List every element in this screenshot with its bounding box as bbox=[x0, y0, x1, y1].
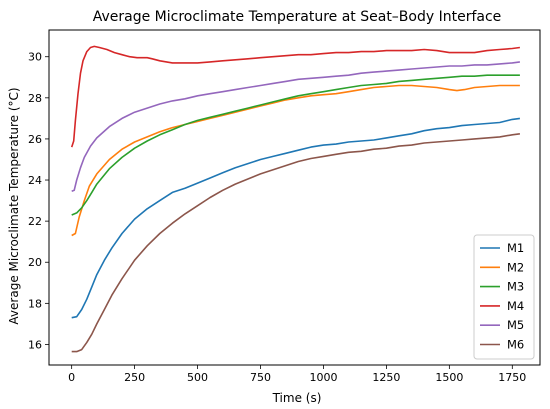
legend-item-m6[interactable]: M6 bbox=[480, 338, 524, 352]
legend-label: M1 bbox=[507, 241, 524, 255]
y-axis: 16 18 20 22 24 26 28 30 bbox=[28, 51, 49, 351]
legend-item-m4[interactable]: M4 bbox=[480, 299, 524, 313]
x-tick-label: 0 bbox=[68, 371, 75, 384]
legend-label: M6 bbox=[507, 338, 524, 352]
legend[interactable]: M1 M2 M3 M4 M5 M6 bbox=[473, 234, 535, 360]
legend-box bbox=[473, 234, 535, 360]
x-tick-label: 1500 bbox=[435, 371, 463, 384]
series-lines bbox=[70, 45, 521, 353]
x-axis-label: Time (s) bbox=[272, 391, 322, 405]
legend-item-m3[interactable]: M3 bbox=[480, 280, 524, 294]
x-tick-label: 500 bbox=[187, 371, 208, 384]
plot-frame bbox=[48, 29, 541, 366]
y-tick-label: 18 bbox=[28, 297, 42, 310]
legend-label: M3 bbox=[507, 280, 524, 294]
x-axis: 0 250 500 750 1000 1250 1500 1750 bbox=[68, 365, 526, 384]
series-line-m1 bbox=[71, 117, 521, 319]
series-line-m5 bbox=[71, 61, 521, 193]
x-tick-label: 1000 bbox=[309, 371, 337, 384]
legend-label: M4 bbox=[507, 299, 524, 313]
x-tick-label: 250 bbox=[124, 371, 145, 384]
series-line-m6 bbox=[71, 133, 521, 353]
series-line-m3 bbox=[71, 74, 520, 216]
y-tick-label: 24 bbox=[28, 174, 42, 187]
series-line-m2 bbox=[71, 84, 520, 237]
y-tick-label: 20 bbox=[28, 256, 42, 269]
legend-item-m5[interactable]: M5 bbox=[480, 318, 524, 332]
y-tick-label: 16 bbox=[28, 338, 42, 351]
x-tick-label: 750 bbox=[250, 371, 271, 384]
legend-item-m1[interactable]: M1 bbox=[480, 241, 524, 255]
x-tick-label: 1750 bbox=[498, 371, 526, 384]
y-tick-label: 28 bbox=[28, 92, 42, 105]
y-axis-label: Average Microclimate Temperature (°C) bbox=[7, 87, 21, 324]
chart-title: Average Microclimate Temperature at Seat… bbox=[93, 9, 502, 25]
legend-label: M5 bbox=[507, 318, 524, 332]
y-tick-label: 26 bbox=[28, 133, 42, 146]
x-tick-label: 1250 bbox=[372, 371, 400, 384]
series-line-m4 bbox=[70, 45, 521, 148]
y-tick-label: 22 bbox=[28, 215, 42, 228]
legend-item-m2[interactable]: M2 bbox=[480, 260, 524, 274]
y-tick-label: 30 bbox=[28, 51, 42, 64]
legend-label: M2 bbox=[507, 260, 524, 274]
